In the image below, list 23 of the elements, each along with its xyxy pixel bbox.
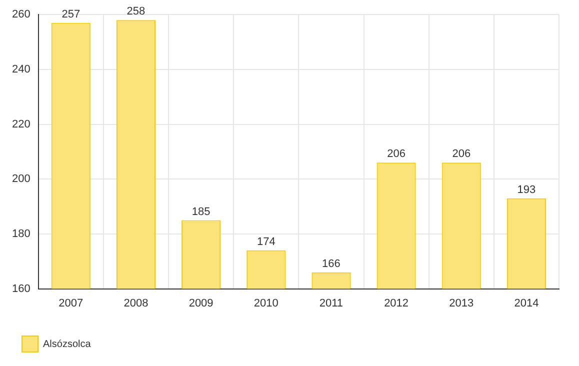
data-label: 257 xyxy=(62,8,80,20)
x-tick-label: 2014 xyxy=(514,297,539,310)
x-tick-label: 2013 xyxy=(449,297,474,310)
data-label: 174 xyxy=(256,236,276,248)
data-label: 258 xyxy=(126,6,146,18)
x-tick-label: 2007 xyxy=(58,297,84,310)
y-tick-label: 180 xyxy=(12,228,30,240)
legend-label: Alsózsolca xyxy=(43,338,92,350)
y-tick-label: 240 xyxy=(12,63,30,76)
x-tick-label: 2009 xyxy=(188,297,214,310)
x-tick-label: 2011 xyxy=(319,297,344,310)
data-label: 206 xyxy=(387,148,406,160)
data-label: 185 xyxy=(192,206,210,218)
y-tick-label: 200 xyxy=(12,173,30,186)
data-label: 166 xyxy=(322,258,340,270)
x-tick-label: 2008 xyxy=(124,297,148,310)
x-tick-label: 2012 xyxy=(384,297,409,310)
data-label: 206 xyxy=(452,148,471,160)
data-label: 193 xyxy=(517,184,536,196)
y-tick-label: 260 xyxy=(12,8,30,21)
x-tick-label: 2010 xyxy=(254,297,278,310)
y-tick-label: 160 xyxy=(12,282,30,295)
y-tick-label: 220 xyxy=(12,118,30,130)
